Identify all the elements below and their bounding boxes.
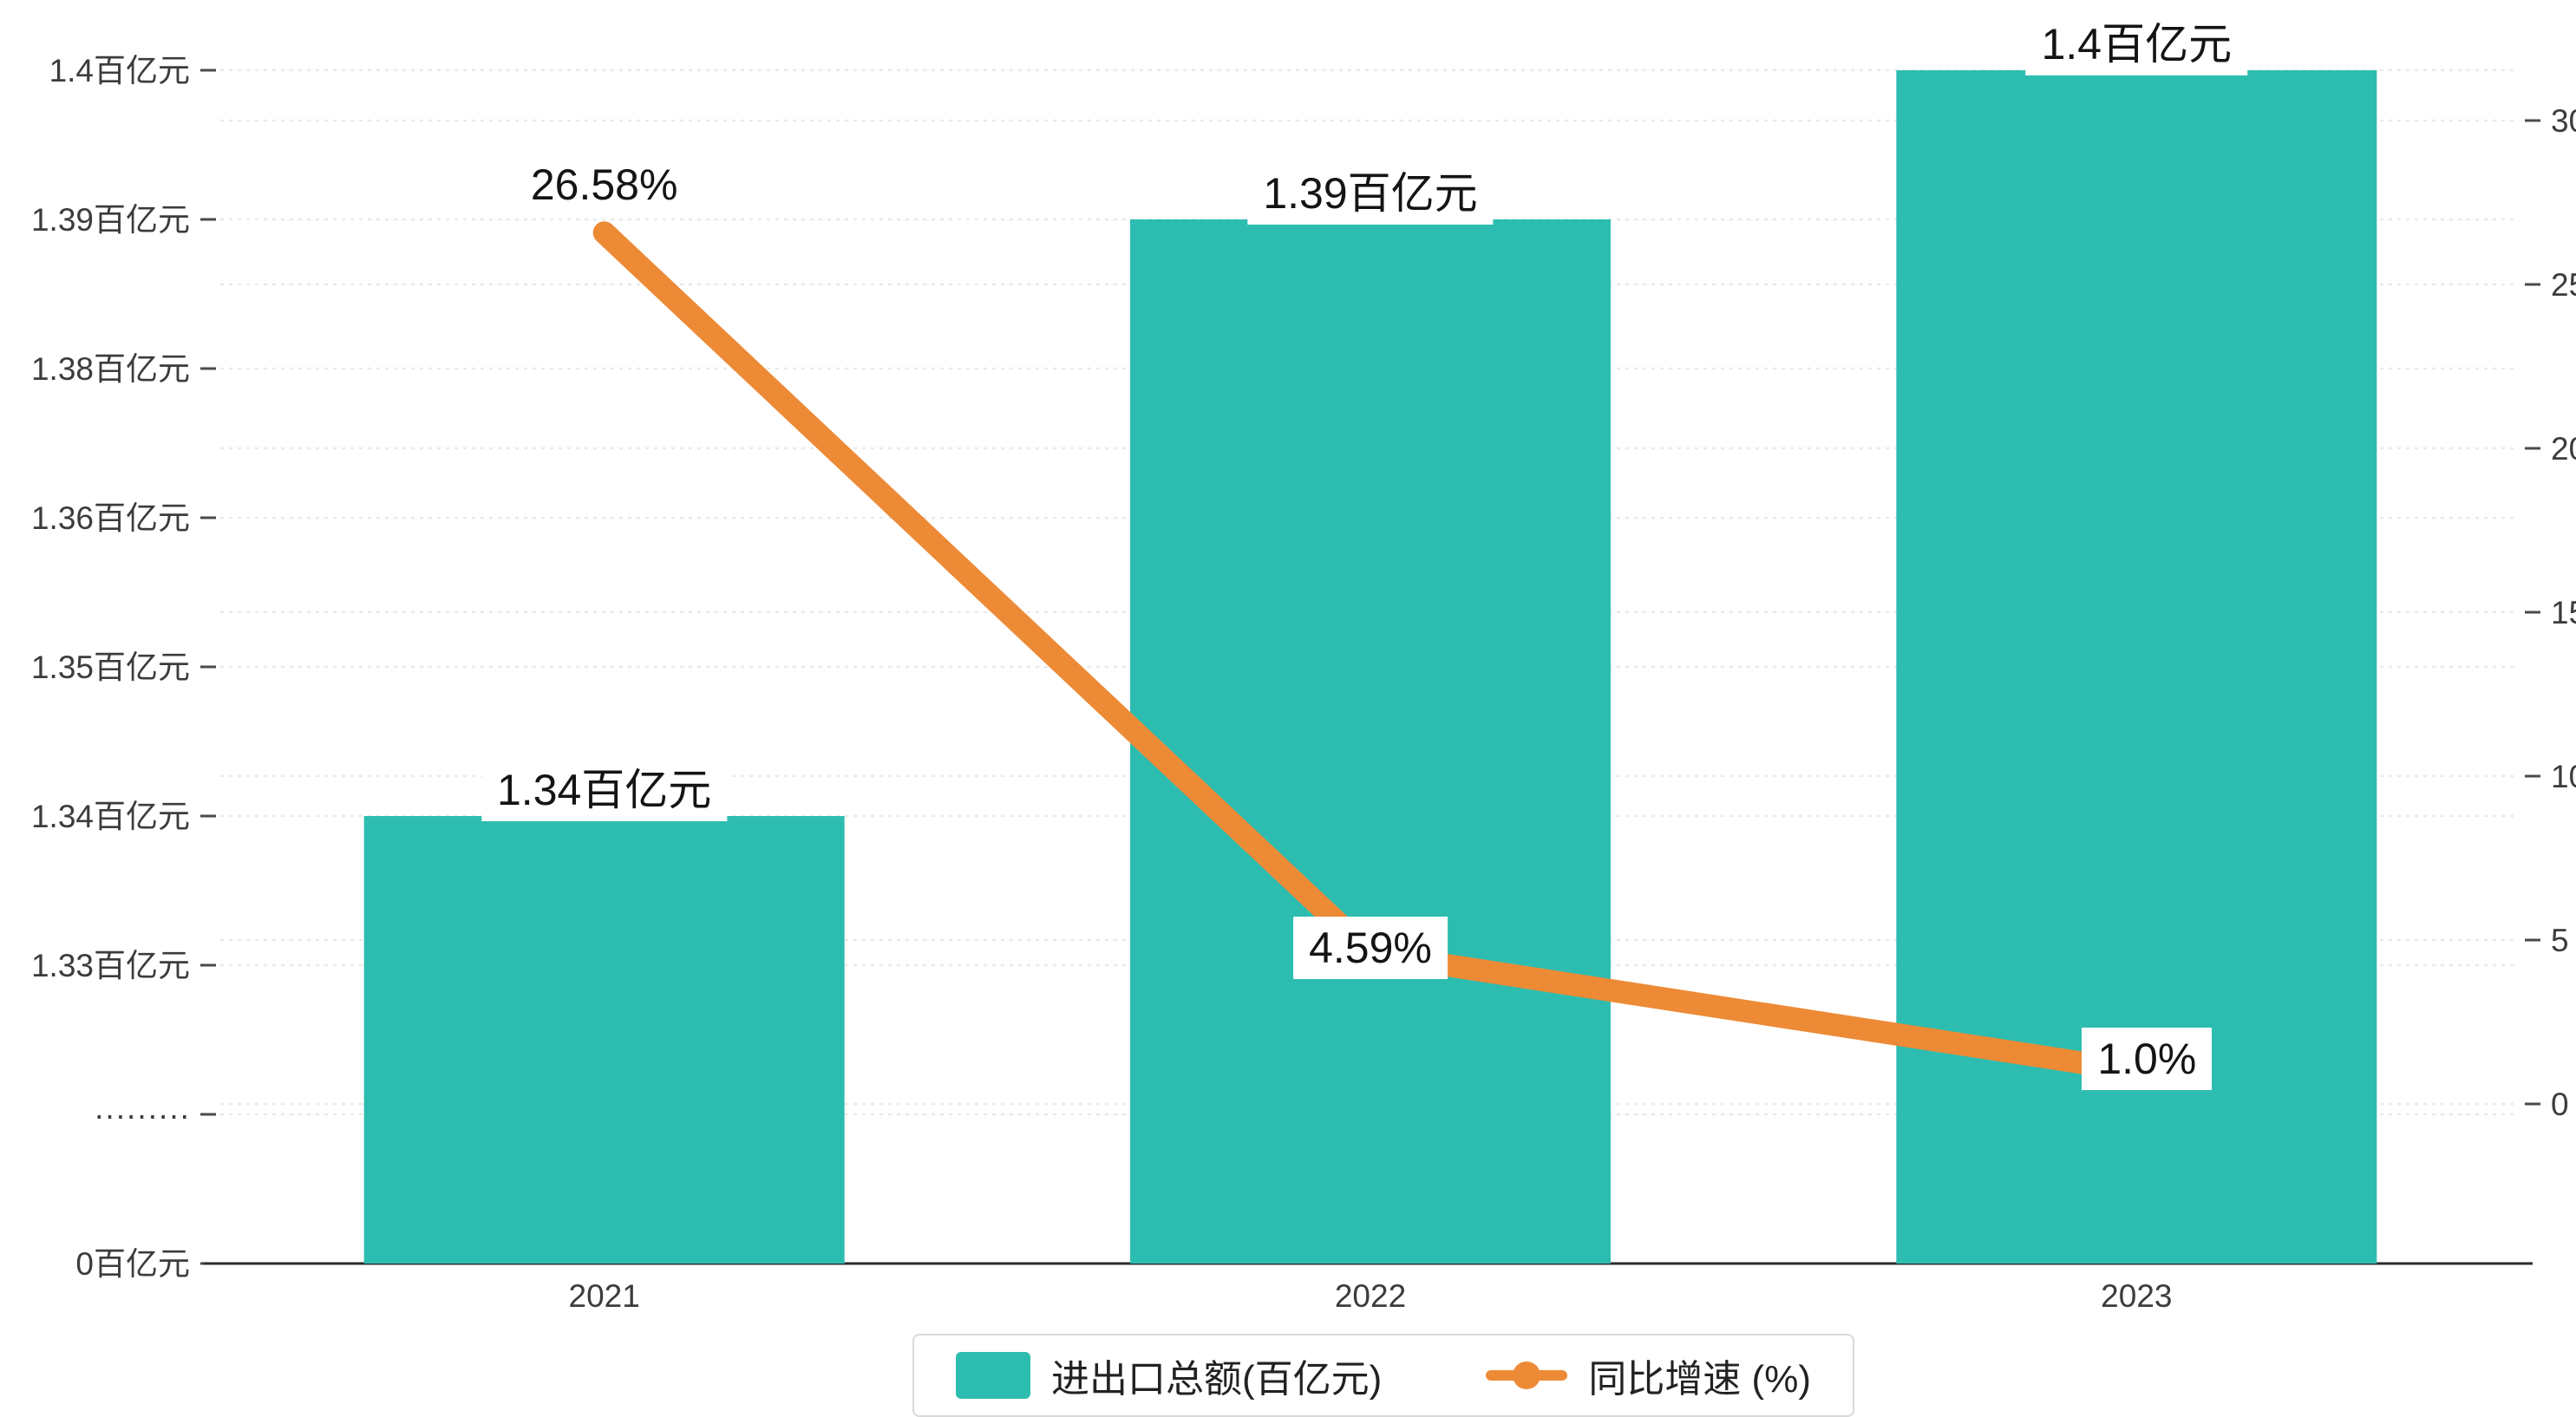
right-axis-label: 0: [2551, 1087, 2569, 1122]
right-axis-label: 5: [2551, 923, 2569, 958]
left-axis-label: 0百亿元: [75, 1246, 190, 1282]
left-axis-label: 1.35百亿元: [31, 650, 190, 685]
bar-2022[interactable]: [1130, 219, 1611, 1264]
legend-label-bar-series: 进出口总额(百亿元): [1051, 1358, 1383, 1401]
left-axis-label: 1.36百亿元: [31, 500, 190, 536]
x-axis-label-2023: 2023: [2101, 1278, 2172, 1314]
bar-2023[interactable]: [1896, 70, 2377, 1264]
legend-item-line-series[interactable]: 同比增速 (%): [1486, 1348, 1811, 1403]
right-axis-label: 30: [2551, 103, 2576, 139]
bar-2021[interactable]: [363, 816, 845, 1264]
line-series-swatch-icon: [1486, 1361, 1568, 1389]
legend-label-line-series: 同比增速 (%): [1588, 1358, 1811, 1401]
right-axis-label: 10: [2551, 759, 2576, 794]
line-series-dot-icon: [1513, 1361, 1541, 1389]
left-axis-label: 1.34百亿元: [31, 799, 190, 834]
left-axis-label: ·········: [94, 1097, 190, 1133]
right-axis-label: 15: [2551, 595, 2576, 630]
left-axis-label: 1.38百亿元: [31, 351, 190, 387]
x-axis-label-2021: 2021: [569, 1278, 640, 1314]
x-axis-label-2022: 2022: [1335, 1278, 1406, 1314]
bar-series-swatch-icon: [956, 1352, 1031, 1399]
left-axis-label: 1.4百亿元: [49, 53, 190, 88]
right-axis-label: 25: [2551, 267, 2576, 303]
right-axis-label: 20: [2551, 431, 2576, 467]
left-axis-label: 1.33百亿元: [31, 948, 190, 983]
left-axis-label: 1.39百亿元: [31, 202, 190, 238]
legend-item-bar-series[interactable]: 进出口总额(百亿元): [956, 1348, 1382, 1403]
legend: 进出口总额(百亿元) 同比增速 (%): [912, 1334, 1854, 1417]
